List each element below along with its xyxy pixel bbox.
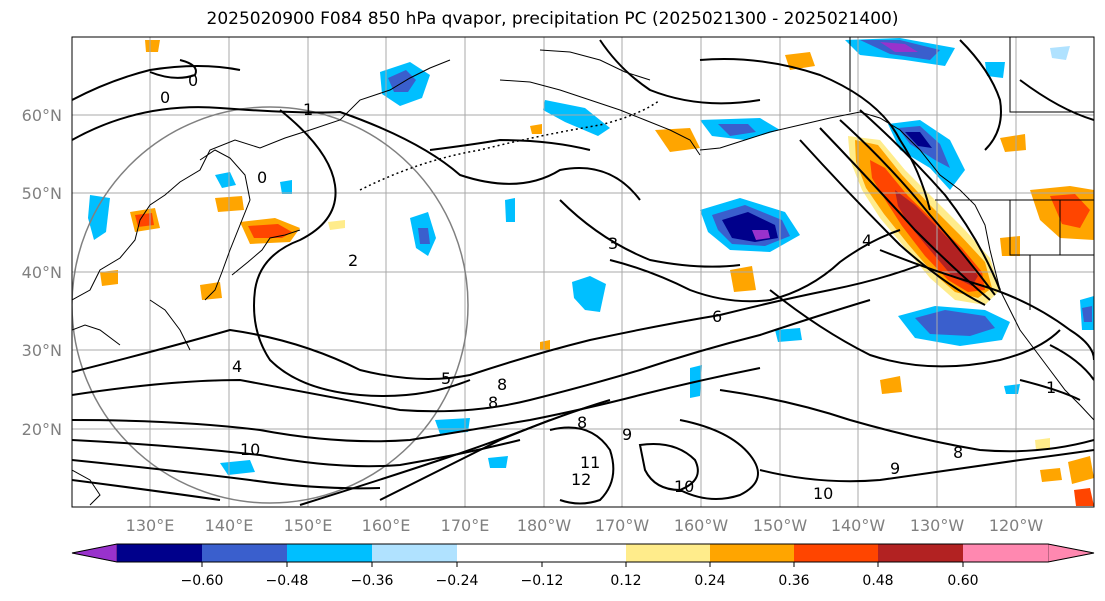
colorbar-segment bbox=[626, 544, 710, 562]
colorbar-tick-label: 0.24 bbox=[694, 573, 725, 589]
boundaries bbox=[849, 37, 1094, 310]
lon-label: 140°E bbox=[205, 516, 254, 535]
contour-label: 0 bbox=[160, 88, 170, 107]
contour-label: 1 bbox=[303, 100, 313, 119]
colorbar-ticks bbox=[201, 562, 964, 567]
contour-label: 12 bbox=[571, 470, 591, 489]
lon-label: 140°W bbox=[831, 516, 886, 535]
lat-label: 40°N bbox=[22, 263, 62, 282]
contour-label: 10 bbox=[674, 477, 694, 496]
contour-label: 4 bbox=[232, 357, 242, 376]
lon-label: 130°W bbox=[910, 516, 965, 535]
lat-label: 30°N bbox=[22, 341, 62, 360]
lat-label: 20°N bbox=[22, 420, 62, 439]
colorbar-segment bbox=[710, 544, 794, 562]
colorbar-tick-label: −0.24 bbox=[436, 573, 479, 589]
lat-label: 60°N bbox=[22, 106, 62, 125]
colorbar-tick-label: −0.48 bbox=[266, 573, 309, 589]
contour-label: 4 bbox=[862, 231, 872, 250]
contour-label: 10 bbox=[813, 484, 833, 503]
contour-label: 6 bbox=[712, 307, 722, 326]
reference-circle bbox=[72, 106, 469, 504]
contour-label: 8 bbox=[497, 375, 507, 394]
colorbar-tick-label: −0.12 bbox=[521, 573, 564, 589]
lat-label: 50°N bbox=[22, 184, 62, 203]
map-frame bbox=[71, 36, 1095, 508]
contour-label: 1 bbox=[1046, 378, 1056, 397]
colorbar-tick-label: 0.12 bbox=[610, 573, 641, 589]
contour-labels: 0 0 0 1 2 3 4 4 5 6 8 8 8 9 10 10 10 11 … bbox=[160, 71, 1056, 503]
qvapor-contours bbox=[72, 39, 1094, 506]
lon-label: 170°E bbox=[441, 516, 490, 535]
colorbar-segment bbox=[963, 544, 1048, 562]
contour-label: 8 bbox=[577, 413, 587, 432]
lon-label: 170°W bbox=[595, 516, 650, 535]
contour-label: 5 bbox=[441, 369, 451, 388]
colorbar: −0.60 −0.48 −0.36 −0.24 −0.12 0.12 0.24 … bbox=[71, 543, 1095, 589]
contour-label: 10 bbox=[240, 440, 260, 459]
colorbar-segment bbox=[117, 544, 202, 562]
colorbar-segment bbox=[542, 544, 626, 562]
lon-label: 160°W bbox=[674, 516, 729, 535]
colorbar-low-extension bbox=[71, 543, 118, 563]
lon-label: 120°W bbox=[989, 516, 1044, 535]
contour-label: 3 bbox=[608, 234, 618, 253]
colorbar-tick-label: 0.60 bbox=[947, 573, 978, 589]
lon-label: 150°W bbox=[753, 516, 808, 535]
colorbar-segment bbox=[878, 544, 963, 562]
lon-labels: 130°E 140°E 150°E 160°E 170°E 180°W 170°… bbox=[126, 516, 1044, 535]
contour-label: 9 bbox=[890, 459, 900, 478]
colorbar-tick-label: −0.60 bbox=[181, 573, 224, 589]
colorbar-segment bbox=[794, 544, 878, 562]
colorbar-tick-label: 0.36 bbox=[778, 573, 809, 589]
coastlines bbox=[72, 49, 1094, 506]
lon-label: 180°W bbox=[517, 516, 572, 535]
contour-label: 8 bbox=[488, 393, 498, 412]
colorbar-tick-label: −0.36 bbox=[351, 573, 394, 589]
map-title: 2025020900 F084 850 hPa qvapor, precipit… bbox=[206, 9, 899, 29]
lon-label: 160°E bbox=[362, 516, 411, 535]
colorbar-segment bbox=[457, 544, 542, 562]
colorbar-high-extension bbox=[1047, 543, 1095, 563]
contour-label: 11 bbox=[580, 453, 600, 472]
contour-label: 0 bbox=[188, 71, 198, 90]
colorbar-segment bbox=[202, 544, 287, 562]
lon-label: 130°E bbox=[126, 516, 175, 535]
colorbar-segment bbox=[372, 544, 457, 562]
lon-label: 150°E bbox=[284, 516, 333, 535]
contour-label: 2 bbox=[348, 251, 358, 270]
colorbar-outline bbox=[71, 543, 1095, 563]
colorbar-tick-label: 0.48 bbox=[862, 573, 893, 589]
map-panel bbox=[72, 37, 1094, 507]
contour-label: 8 bbox=[953, 443, 963, 462]
lat-labels: 60°N 50°N 40°N 30°N 20°N bbox=[22, 106, 62, 439]
contour-label: 0 bbox=[257, 168, 267, 187]
colorbar-segment bbox=[287, 544, 372, 562]
contour-label: 9 bbox=[622, 425, 632, 444]
